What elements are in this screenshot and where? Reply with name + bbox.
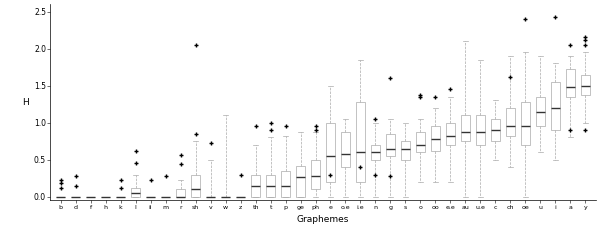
- PathPatch shape: [176, 189, 185, 197]
- PathPatch shape: [551, 82, 560, 130]
- X-axis label: Graphemes: Graphemes: [297, 215, 349, 224]
- PathPatch shape: [401, 141, 410, 160]
- PathPatch shape: [386, 134, 395, 156]
- PathPatch shape: [191, 175, 200, 197]
- PathPatch shape: [266, 175, 275, 197]
- PathPatch shape: [356, 102, 365, 182]
- PathPatch shape: [341, 132, 350, 167]
- PathPatch shape: [461, 115, 470, 141]
- PathPatch shape: [281, 171, 290, 197]
- Y-axis label: H: H: [22, 98, 29, 107]
- PathPatch shape: [536, 97, 545, 126]
- PathPatch shape: [581, 75, 590, 95]
- PathPatch shape: [131, 188, 140, 197]
- PathPatch shape: [521, 102, 530, 145]
- PathPatch shape: [446, 123, 455, 145]
- PathPatch shape: [296, 166, 305, 197]
- PathPatch shape: [431, 126, 440, 151]
- PathPatch shape: [371, 145, 380, 160]
- PathPatch shape: [416, 132, 425, 152]
- PathPatch shape: [506, 108, 515, 136]
- PathPatch shape: [476, 115, 485, 145]
- PathPatch shape: [311, 160, 320, 189]
- PathPatch shape: [566, 69, 575, 97]
- PathPatch shape: [326, 123, 335, 182]
- PathPatch shape: [491, 119, 500, 141]
- PathPatch shape: [251, 175, 260, 197]
